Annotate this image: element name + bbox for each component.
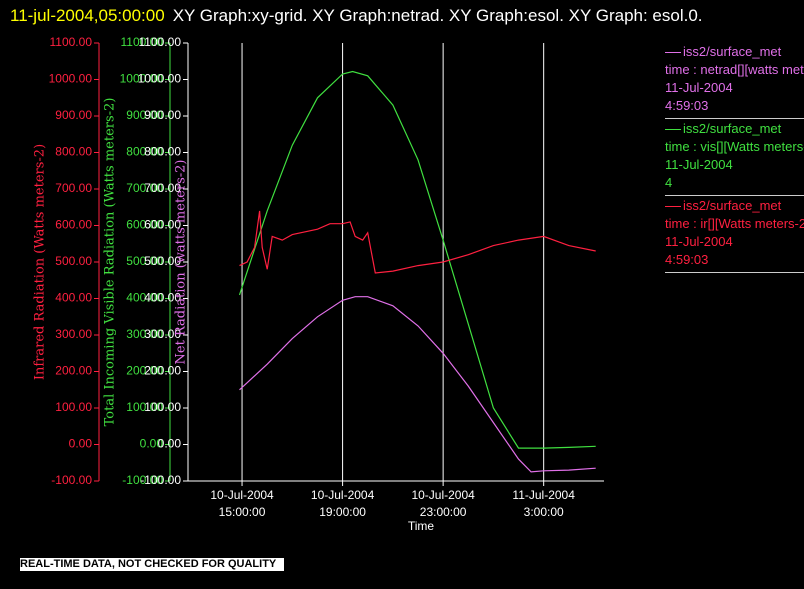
y-tick-label: 600.00 [126, 218, 163, 232]
y-tick-label: 400.00 [126, 291, 163, 305]
y-tick-label: 1100.00 [121, 35, 164, 49]
legend-detail: 4:59:03 [665, 98, 709, 113]
y-tick-label: 0.00 [158, 437, 182, 451]
y-tick-label: 1000.00 [49, 72, 93, 86]
legend-swatch [665, 129, 681, 131]
chart-title: XY Graph:xy-grid. XY Graph:netrad. XY Gr… [172, 6, 703, 25]
y-tick-label: 0.00 [69, 437, 93, 451]
y-tick-label: 800.00 [55, 145, 92, 159]
y-tick-label: 800.00 [126, 145, 163, 159]
x-tick-label: 10-Jul-2004 19:00:00 [310, 488, 375, 519]
y-tick-label: 200.00 [126, 364, 163, 378]
y-axis-label: Infrared Radiation (Watts meters-2) [33, 144, 48, 380]
legend-detail: 11-Jul-2004 [665, 234, 733, 249]
legend-label: iss2/surface_met [683, 198, 782, 213]
y-tick-label: -100.00 [122, 473, 163, 487]
legend-detail: 11-Jul-2004 [665, 80, 733, 95]
y-tick-label: 1100.00 [139, 35, 182, 49]
x-tick-label: 10-Jul-2004 15:00:00 [210, 488, 274, 519]
y-tick-label: 100.00 [144, 400, 181, 414]
y-tick-label: 300.00 [55, 327, 92, 341]
y-tick-label: 0.00 [140, 437, 164, 451]
legend-swatch [665, 206, 681, 208]
y-tick-label: 700.00 [126, 181, 163, 195]
y-tick-label: 500.00 [144, 254, 181, 268]
x-axis-label: Time [408, 519, 435, 533]
footer: REAL-TIME DATA, NOT CHECKED FOR QUALITY [20, 558, 285, 571]
y-tick-label: 400.00 [55, 291, 92, 305]
legend-detail: 11-Jul-2004 [665, 157, 733, 172]
y-tick-label: 100.00 [55, 400, 92, 414]
y-tick-label: 500.00 [126, 254, 163, 268]
y-tick-label: 900.00 [144, 108, 181, 122]
y-tick-label: 1000.00 [138, 72, 182, 86]
series-line [239, 210, 596, 274]
date: 11-jul-2004,05:00:00 [10, 6, 165, 25]
y-tick-label: -100.00 [140, 473, 181, 487]
y-tick-label: 1000.00 [120, 72, 164, 86]
y-tick-label: 200.00 [55, 364, 92, 378]
x-tick-label: 10-Jul-2004 23:00:00 [411, 488, 475, 519]
y-tick-label: 900.00 [126, 108, 163, 122]
legend-name: iss2/surface_met [665, 43, 804, 61]
title: 11-jul-2004,05:00:00 XY Graph:xy-grid. XY… [10, 2, 790, 29]
legend-detail: 4 [665, 175, 673, 190]
legend-swatch [665, 52, 681, 54]
x-tick-label: 11-Jul-2004 3:00:00 [512, 488, 575, 519]
y-tick-label: 300.00 [126, 327, 163, 341]
y-tick-label: 300.00 [144, 327, 181, 341]
legend-label: iss2/surface_met [683, 44, 782, 59]
y-tick-label: 600.00 [55, 218, 92, 232]
legend-detail: time : ir[][Watts meters-2] [665, 216, 804, 231]
legend-detail: time : vis[][Watts meters-2] [665, 139, 804, 154]
y-tick-label: 200.00 [144, 364, 181, 378]
legend-name: iss2/surface_met [665, 120, 804, 138]
y-tick-label: 500.00 [55, 254, 92, 268]
y-tick-label: 100.00 [126, 400, 163, 414]
y-axis-label: Net Radiation (watts meters-2) [174, 160, 189, 365]
y-tick-label: 700.00 [55, 181, 92, 195]
series-line [239, 296, 596, 473]
legend-detail: 4:59:03 [665, 252, 709, 267]
legend-name: iss2/surface_met [665, 197, 804, 215]
y-tick-label: 400.00 [144, 291, 181, 305]
legend-detail: time : netrad[][watts meters-2] [665, 62, 804, 77]
y-tick-label: 900.00 [55, 108, 92, 122]
y-axis-label: Total Incoming Visible Radiation (Watts … [103, 98, 118, 427]
y-tick-label: 800.00 [144, 145, 181, 159]
series-line [238, 70, 596, 449]
y-tick-label: 600.00 [144, 218, 181, 232]
y-tick-label: 1100.00 [50, 35, 93, 49]
y-tick-label: -100.00 [51, 473, 92, 487]
y-tick-label: 700.00 [144, 181, 181, 195]
legend-label: iss2/surface_met [683, 121, 782, 136]
